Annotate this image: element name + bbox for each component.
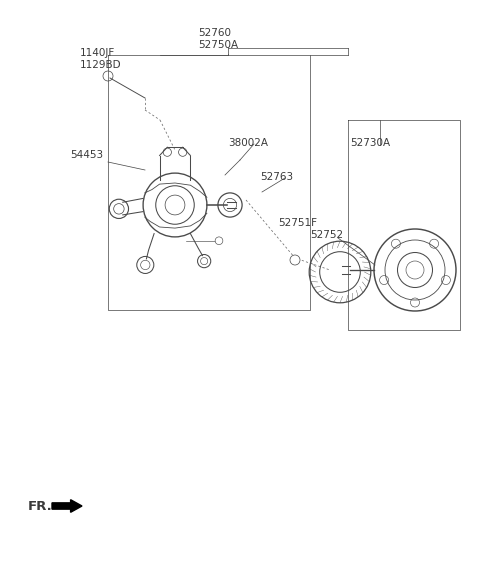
Text: 38002A: 38002A xyxy=(228,138,268,148)
Text: FR.: FR. xyxy=(28,500,53,513)
Text: 52730A: 52730A xyxy=(350,138,390,148)
Text: 1140JF: 1140JF xyxy=(80,48,115,58)
Circle shape xyxy=(290,255,300,265)
Text: 52760: 52760 xyxy=(198,28,231,38)
Circle shape xyxy=(215,237,223,245)
FancyArrow shape xyxy=(52,500,82,513)
Text: 52750A: 52750A xyxy=(198,40,238,50)
Text: 1129BD: 1129BD xyxy=(80,60,121,70)
Text: 52751F: 52751F xyxy=(278,218,317,228)
Text: 52752: 52752 xyxy=(310,230,343,240)
Text: 52763: 52763 xyxy=(260,172,293,182)
Text: 54453: 54453 xyxy=(70,150,103,160)
